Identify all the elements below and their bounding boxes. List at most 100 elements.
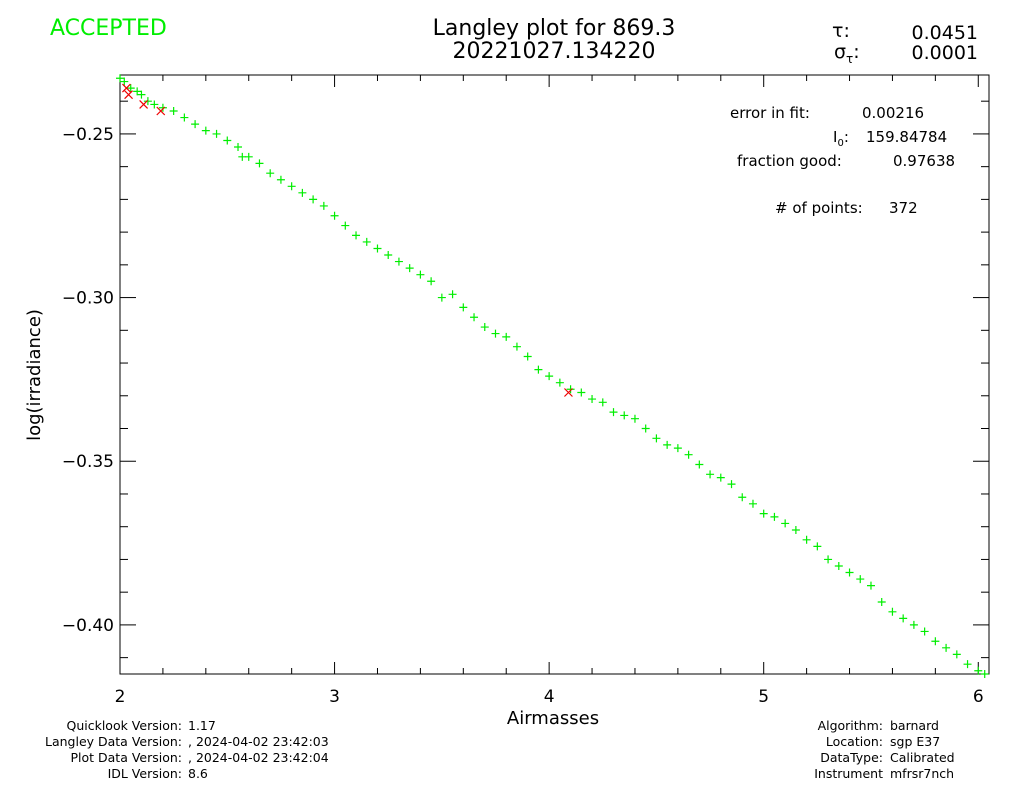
- accepted-data-point: [824, 555, 833, 564]
- accepted-data-point: [770, 512, 779, 521]
- accepted-data-point: [630, 414, 639, 423]
- accepted-data-point: [952, 650, 961, 659]
- accepted-data-point: [598, 398, 607, 407]
- accepted-data-point: [845, 568, 854, 577]
- accepted-data-point: [555, 378, 564, 387]
- accepted-data-point: [856, 575, 865, 584]
- accepted-data-point: [126, 84, 135, 93]
- accepted-data-point: [652, 434, 661, 443]
- plot-frame: [119, 74, 990, 675]
- accepted-data-point: [201, 126, 210, 135]
- accepted-data-point: [341, 221, 350, 230]
- i0-label: I0:: [833, 128, 849, 149]
- i0-symbol: I: [833, 128, 838, 146]
- accepted-data-point: [695, 460, 704, 469]
- accepted-data-point: [834, 561, 843, 570]
- y-axis-label: log(irradiance): [24, 309, 45, 441]
- error-in-fit-value: 0.00216: [862, 104, 925, 122]
- x-tick-label: 2: [115, 687, 126, 707]
- x-tick-label: 4: [544, 687, 555, 707]
- accepted-data-point: [133, 87, 142, 96]
- plot-title: Langley plot for 869.3: [432, 16, 676, 41]
- accepted-data-point: [534, 365, 543, 374]
- accepted-data-point: [523, 352, 532, 361]
- accepted-data-point: [405, 264, 414, 273]
- accepted-data-point: [309, 195, 318, 204]
- fraction-good-label: fraction good:: [737, 152, 842, 170]
- accepted-data-point: [727, 480, 736, 489]
- accepted-data-point: [974, 666, 983, 675]
- accepted-data-point: [716, 473, 725, 482]
- accepted-data-point: [319, 201, 328, 210]
- accepted-data-point: [143, 97, 152, 106]
- accepted-data-point: [223, 136, 232, 145]
- error-in-fit-label: error in fit:: [730, 104, 810, 122]
- accepted-data-point: [394, 257, 403, 266]
- accepted-data-point: [502, 332, 511, 341]
- footer-location-value: sgp E37: [890, 734, 941, 749]
- accepted-data-point: [384, 251, 393, 260]
- accepted-data-point: [942, 643, 951, 652]
- sigma-colon: :: [853, 41, 860, 63]
- accepted-data-point: [427, 277, 436, 286]
- y-tick-label: −0.30: [62, 289, 114, 309]
- num-points-label: # of points:: [775, 199, 863, 217]
- tau-label: τ:: [832, 20, 850, 42]
- fraction-good-value: 0.97638: [893, 152, 956, 170]
- accepted-data-point: [158, 103, 167, 112]
- accepted-data-point: [641, 424, 650, 433]
- accepted-data-point: [416, 270, 425, 279]
- accepted-data-point: [748, 499, 757, 508]
- x-tick-label: 6: [973, 687, 984, 707]
- accepted-data-point: [137, 90, 146, 99]
- accepted-data-point: [577, 388, 586, 397]
- accepted-data-point: [980, 670, 989, 678]
- accepted-data-point: [116, 74, 124, 83]
- rejected-data-point: [124, 90, 134, 100]
- accepted-data-point: [255, 159, 264, 168]
- accepted-data-point: [566, 385, 575, 394]
- footer-idl-label: IDL Version:: [107, 766, 182, 781]
- accepted-data-point: [663, 440, 672, 449]
- accepted-data-point: [266, 169, 275, 178]
- accepted-data-point: [684, 450, 693, 459]
- accepted-data-point: [813, 542, 822, 551]
- footer-quicklook-value: 1.17: [188, 718, 216, 733]
- rejected-data-point: [139, 100, 149, 109]
- accepted-data-point: [963, 660, 972, 669]
- rejected-data-point: [156, 106, 166, 116]
- accepted-data-point: [706, 470, 715, 479]
- accepted-data-point: [169, 107, 178, 116]
- accepted-data-point: [781, 519, 790, 528]
- num-points-value: 372: [889, 199, 918, 217]
- tau-value: 0.0451: [911, 22, 978, 44]
- accepted-data-point: [459, 303, 468, 312]
- accepted-data-point: [802, 535, 811, 544]
- accepted-data-point: [480, 323, 489, 332]
- accepted-data-point: [191, 120, 200, 129]
- status-label: ACCEPTED: [50, 16, 167, 41]
- y-tick-label: −0.40: [62, 616, 114, 636]
- accepted-data-point: [931, 637, 940, 646]
- i0-subscript: 0: [837, 138, 844, 149]
- accepted-data-point: [866, 581, 875, 590]
- accepted-data-point: [212, 129, 221, 138]
- accepted-data-point: [899, 614, 908, 623]
- accepted-data-point: [491, 329, 500, 338]
- accepted-data-point: [276, 175, 285, 184]
- x-axis-label: Airmasses: [507, 708, 599, 729]
- x-tick-label: 5: [758, 687, 769, 707]
- accepted-data-point: [920, 627, 929, 636]
- accepted-data-point: [470, 313, 479, 322]
- sigma-subscript: τ: [846, 51, 854, 66]
- accepted-data-point: [759, 509, 768, 518]
- x-tick-label: 3: [329, 687, 340, 707]
- footer-plotdata-label: Plot Data Version:: [70, 750, 182, 765]
- accepted-data-point: [287, 182, 296, 191]
- y-tick-label: −0.35: [62, 452, 114, 472]
- accepted-data-point: [352, 231, 361, 240]
- i0-value: 159.84784: [866, 128, 948, 146]
- footer-algorithm-value: barnard: [890, 718, 939, 733]
- rejected-data-point: [122, 83, 131, 93]
